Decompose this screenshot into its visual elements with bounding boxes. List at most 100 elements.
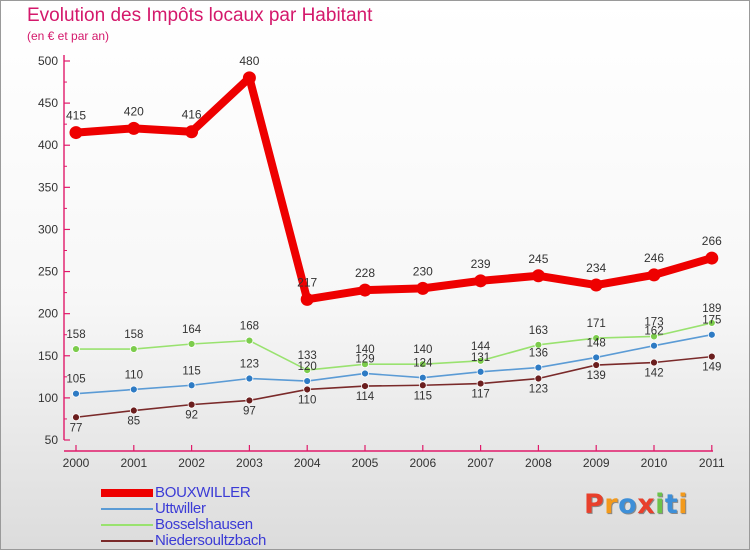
data-point-uttwiller — [245, 374, 254, 383]
data-point-bouxwiller — [705, 251, 719, 265]
data-label-bouxwiller: 217 — [297, 275, 317, 289]
data-point-niedersoultzbach — [650, 358, 658, 367]
data-label-bosselshausen: 140 — [413, 344, 432, 356]
data-point-bosselshausen — [303, 366, 312, 374]
data-label-niedersoultzbach: 149 — [702, 362, 721, 374]
series-line-uttwiller — [75, 333, 713, 395]
data-label-uttwiller: 120 — [298, 361, 317, 373]
data-label-niedersoultzbach: 85 — [127, 416, 140, 428]
legend-label: Bosselshausen — [155, 516, 253, 533]
data-label-uttwiller: 162 — [644, 326, 663, 338]
data-label-uttwiller: 131 — [471, 352, 490, 364]
legend-label: BOUXWILLER — [155, 484, 251, 501]
y-tick-label: 200 — [38, 307, 58, 321]
x-tick-label: 2002 — [178, 456, 205, 470]
data-point-uttwiller — [361, 369, 369, 378]
data-label-niedersoultzbach: 92 — [185, 410, 198, 422]
x-tick-label: 2003 — [236, 456, 263, 470]
x-tick-label: 2008 — [525, 456, 552, 470]
data-label-bouxwiller: 245 — [528, 252, 548, 266]
data-label-niedersoultzbach: 115 — [414, 390, 432, 402]
data-point-niedersoultzbach — [592, 361, 601, 369]
data-point-bosselshausen — [534, 340, 543, 349]
data-label-uttwiller: 105 — [66, 374, 85, 386]
data-point-bouxwiller — [127, 121, 141, 135]
y-tick-label: 50 — [45, 433, 59, 447]
data-label-bouxwiller: 480 — [239, 54, 259, 68]
data-label-bouxwiller: 228 — [355, 266, 375, 280]
y-tick-label: 500 — [38, 54, 58, 68]
x-tick-label: 2007 — [467, 456, 494, 470]
series-line-bouxwiller — [72, 73, 716, 304]
chart-subtitle: (en € et par an) — [27, 29, 110, 43]
data-point-bouxwiller — [474, 274, 488, 288]
data-label-bouxwiller: 230 — [413, 264, 433, 278]
y-tick-label: 150 — [38, 349, 58, 363]
data-point-uttwiller — [592, 353, 601, 362]
data-label-bouxwiller: 239 — [471, 257, 491, 271]
y-tick-label: 400 — [38, 138, 58, 152]
x-tick-label: 2011 — [699, 456, 725, 470]
data-point-bouxwiller — [531, 269, 545, 283]
data-point-niedersoultzbach — [303, 385, 312, 394]
y-tick-label: 450 — [38, 96, 58, 110]
data-point-uttwiller — [650, 341, 658, 350]
data-point-bouxwiller — [589, 278, 603, 292]
data-point-bosselshausen — [707, 319, 716, 327]
x-tick-label: 2001 — [120, 456, 147, 470]
data-point-uttwiller — [303, 377, 312, 385]
data-point-uttwiller — [707, 330, 716, 339]
x-tick-label: 2006 — [409, 456, 436, 470]
data-label-bouxwiller: 266 — [702, 234, 722, 248]
series-line-niedersoultzbach — [75, 355, 713, 419]
data-point-bosselshausen — [592, 334, 601, 342]
data-point-bosselshausen — [187, 340, 196, 348]
data-label-uttwiller: 124 — [413, 358, 433, 370]
data-point-bosselshausen — [418, 360, 427, 369]
data-point-niedersoultzbach — [245, 396, 254, 405]
data-point-bosselshausen — [129, 345, 138, 353]
data-point-bosselshausen — [650, 332, 658, 341]
data-label-niedersoultzbach: 123 — [529, 384, 548, 396]
legend-label: Niedersoultzbach — [155, 532, 267, 549]
data-label-niedersoultzbach: 142 — [644, 368, 663, 380]
data-label-uttwiller: 115 — [182, 365, 200, 377]
data-point-niedersoultzbach — [129, 406, 138, 415]
y-tick-label: 100 — [38, 391, 58, 405]
data-label-niedersoultzbach: 77 — [70, 422, 83, 434]
data-point-niedersoultzbach — [187, 400, 196, 409]
data-point-uttwiller — [72, 389, 80, 398]
chart-title: Evolution des Impôts locaux par Habitant — [27, 5, 373, 26]
data-point-niedersoultzbach — [361, 382, 369, 390]
x-tick-label: 2010 — [641, 456, 668, 470]
data-label-uttwiller: 123 — [240, 359, 259, 371]
data-label-bouxwiller: 416 — [182, 108, 202, 122]
data-point-bouxwiller — [416, 281, 430, 295]
legend-swatch — [101, 489, 153, 497]
y-tick-label: 350 — [38, 180, 58, 194]
data-label-uttwiller: 110 — [125, 369, 143, 381]
data-label-bosselshausen: 164 — [182, 324, 202, 336]
data-label-bosselshausen: 133 — [298, 350, 317, 362]
data-label-uttwiller: 129 — [355, 353, 374, 365]
data-label-niedersoultzbach: 114 — [356, 391, 375, 403]
data-point-uttwiller — [534, 363, 543, 372]
data-label-bosselshausen: 189 — [702, 303, 721, 315]
data-label-bosselshausen: 144 — [471, 341, 491, 353]
data-point-bosselshausen — [361, 360, 369, 369]
data-point-bosselshausen — [476, 356, 485, 365]
data-label-niedersoultzbach: 139 — [587, 370, 606, 382]
data-label-bouxwiller: 415 — [66, 109, 86, 123]
data-point-bosselshausen — [72, 345, 80, 353]
data-point-bouxwiller — [300, 292, 314, 306]
data-point-bosselshausen — [245, 336, 254, 345]
x-tick-label: 2005 — [352, 456, 379, 470]
data-label-bosselshausen: 168 — [240, 321, 259, 333]
data-point-niedersoultzbach — [534, 374, 543, 383]
legend-label: Uttwiller — [155, 500, 206, 517]
legend-swatch — [101, 540, 153, 542]
data-label-bosselshausen: 158 — [124, 329, 143, 341]
data-label-uttwiller: 148 — [587, 337, 606, 349]
